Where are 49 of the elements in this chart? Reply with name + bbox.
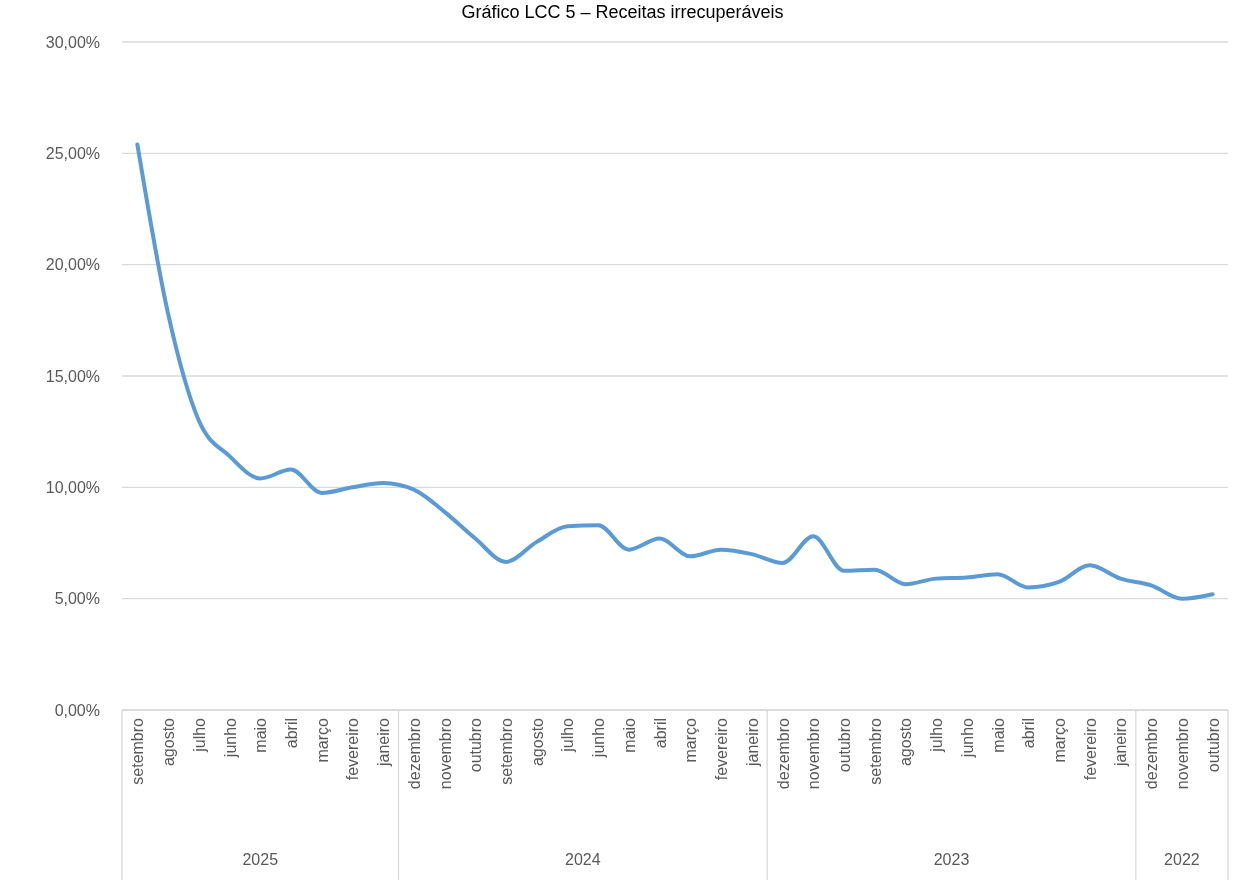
x-tick-label: maio — [252, 717, 270, 753]
x-tick-label: outubro — [835, 717, 853, 773]
x-tick-label: março — [682, 717, 700, 763]
x-tick-label: fevereiro — [1081, 717, 1099, 781]
y-tick-label: 5,00% — [54, 590, 100, 608]
line-series — [135, 142, 1215, 601]
x-tick-label: janeiro — [743, 717, 761, 768]
x-tick-label: junho — [590, 717, 608, 759]
x-tick-label: setembro — [498, 717, 516, 785]
x-tick-label: novembro — [1173, 717, 1191, 790]
y-tick-label: 25,00% — [45, 144, 100, 162]
x-tick-label: julho — [190, 717, 208, 753]
x-tick-label: fevereiro — [344, 717, 362, 781]
x-tick-label: outubro — [467, 717, 485, 773]
x-tick-label: novembro — [436, 717, 454, 790]
x-tick-label: agosto — [897, 717, 915, 767]
x-tick-label: novembro — [805, 717, 823, 790]
x-tick-label: março — [313, 717, 331, 763]
x-tick-label: janeiro — [375, 717, 393, 768]
x-tick-label: abril — [282, 718, 300, 749]
x-tick-label: outubro — [1204, 717, 1222, 773]
x-tick-label: setembro — [129, 717, 147, 785]
x-tick-label: abril — [1020, 718, 1038, 749]
x-tick-label: fevereiro — [713, 717, 731, 781]
y-tick-label: 15,00% — [45, 367, 100, 385]
y-tick-label: 10,00% — [45, 478, 100, 496]
x-tick-label: abril — [651, 718, 669, 749]
x-tick-label: dezembro — [1143, 717, 1161, 790]
x-tick-label: agosto — [160, 717, 178, 767]
x-tick-label: maio — [989, 717, 1007, 753]
x-tick-label: dezembro — [405, 717, 423, 790]
x-tick-label: junho — [958, 717, 976, 759]
y-tick-label: 0,00% — [54, 701, 100, 719]
text: 2022 — [1164, 851, 1200, 868]
y-tick-label: 20,00% — [45, 256, 100, 274]
x-tick-label: janeiro — [1112, 717, 1130, 768]
text: 2023 — [933, 851, 970, 868]
x-tick-label: setembro — [866, 717, 884, 785]
chart-title: Gráfico LCC 5 – Receitas irrecuperáveis — [461, 2, 784, 22]
x-tick-label: agosto — [528, 717, 546, 767]
x-tick-label: junho — [221, 717, 239, 759]
x-tick-label: dezembro — [774, 717, 792, 790]
x-tick-label: julho — [559, 717, 577, 753]
x-tick-label: julho — [928, 717, 946, 753]
y-tick-label: 30,00% — [45, 33, 100, 51]
text: 2024 — [565, 851, 601, 868]
x-tick-label: março — [1051, 717, 1069, 763]
x-tick-label: maio — [620, 717, 638, 753]
text: 2025 — [242, 851, 279, 868]
